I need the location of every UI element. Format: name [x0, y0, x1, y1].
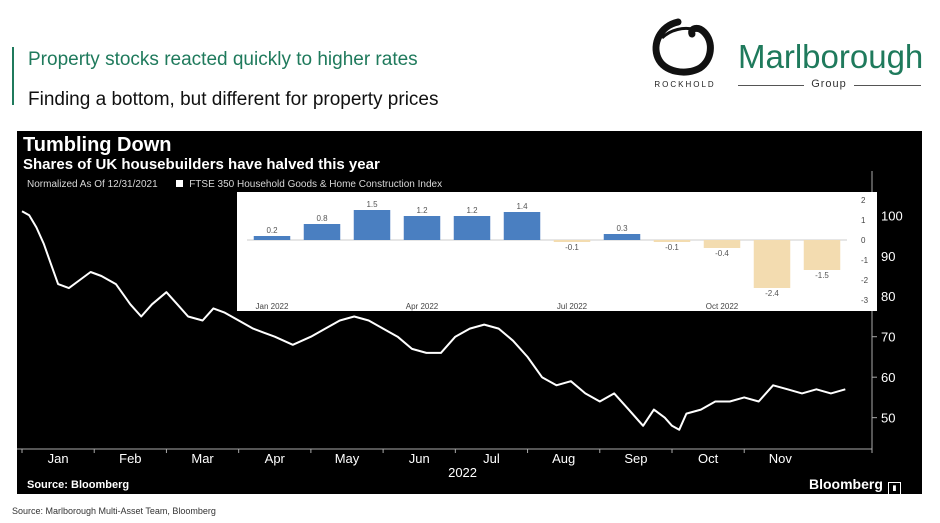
x-axis-label: 2022 [448, 465, 477, 480]
chart-subtitle: Shares of UK housebuilders have halved t… [23, 156, 380, 173]
line-chart-svg: 50 60 70 80 90 100 Jan Feb Mar Apr May Jun Jul Aug Sep… [17, 171, 903, 480]
x-tick-label: Apr [265, 451, 286, 466]
rockhold-wordmark: ROCKHOLD [654, 80, 716, 89]
bar-value-label: -1.5 [815, 271, 829, 280]
y-tick-label: 60 [881, 370, 895, 385]
x-tick-label: Aug [552, 451, 575, 466]
inset-y-tick-label: 1 [861, 216, 866, 225]
x-tick-label: Nov [769, 451, 793, 466]
inset-y-tick-label: 2 [861, 196, 866, 205]
x-tick-label: Jul [483, 451, 500, 466]
inset-y-tick-label: 0 [861, 236, 866, 245]
bar-sep-2022 [653, 240, 691, 242]
x-tick-label: Feb [119, 451, 141, 466]
bar-value-label: -2.4 [765, 289, 779, 298]
rockhold-logo: ROCKHOLD [640, 14, 730, 94]
source-footnote: Source: Marlborough Multi-Asset Team, Bl… [12, 506, 216, 516]
title-accent-bar [12, 47, 14, 105]
slide-subtitle: Finding a bottom, but different for prop… [28, 89, 439, 110]
bloomberg-brand-label: Bloomberg [809, 476, 883, 492]
bar-value-label: 1.2 [416, 206, 428, 215]
marlborough-wordmark: Marlborough [738, 38, 924, 75]
bar-value-label: -0.4 [715, 249, 729, 258]
bar-jun-2022 [503, 212, 541, 240]
bar-chart-svg: 0.2 0.8 1.5 1.2 1.2 1.4 -0.1 0.3 -0.1 -0.4 -2.4 -1.… [247, 196, 869, 311]
legend-swatch [176, 180, 184, 187]
marlborough-group-label: Group [811, 78, 847, 90]
inset-x-tick-label: Apr 2022 [406, 302, 439, 311]
chart-note: Normalized As Of 12/31/2021 [27, 179, 158, 190]
y-tick-label: 70 [881, 330, 895, 345]
chart-legend: Normalized As Of 12/31/2021 FTSE 350 Hou… [27, 179, 442, 190]
bar-value-label: 1.5 [366, 200, 378, 209]
bar-dec-2022 [803, 240, 841, 270]
bar-value-label: 0.8 [316, 214, 328, 223]
marlborough-group-line: Group [738, 78, 921, 92]
bar-jan-2022 [253, 236, 291, 240]
bar-feb-2022 [303, 224, 341, 240]
x-tick-label: Jan [48, 451, 69, 466]
inset-x-tick-label: Jul 2022 [557, 302, 588, 311]
bar-aug-2022 [603, 234, 641, 240]
bar-mar-2022 [353, 210, 391, 240]
slide-title: Property stocks reacted quickly to highe… [28, 49, 418, 70]
rockhold-circle-icon [652, 18, 714, 76]
bloomberg-brand: Bloomberg ▮ [809, 476, 901, 494]
chart-source: Source: Bloomberg [27, 479, 130, 491]
bar-value-label: -0.1 [665, 243, 679, 252]
bloomberg-chart: 50 60 70 80 90 100 Jan Feb Mar Apr May Jun Jul Aug Sep… [17, 131, 922, 494]
y-tick-label: 80 [881, 289, 895, 304]
bar-jul-2022 [553, 240, 591, 242]
bar-apr-2022 [403, 216, 441, 240]
chart-title: Tumbling Down [23, 134, 172, 156]
bar-may-2022 [453, 216, 491, 240]
y-tick-label: 90 [881, 249, 895, 264]
bar-value-label: -0.1 [565, 243, 579, 252]
inset-y-tick-label: -1 [861, 256, 869, 265]
bar-value-label: 0.3 [616, 224, 628, 233]
y-tick-label: 50 [881, 411, 895, 426]
bar-value-label: 0.2 [266, 226, 278, 235]
x-tick-label: Sep [624, 451, 647, 466]
inset-y-tick-label: -2 [861, 276, 869, 285]
x-tick-label: Oct [698, 451, 719, 466]
inset-y-tick-label: -3 [861, 296, 869, 305]
x-tick-label: May [335, 451, 360, 466]
inset-bar-chart: 0.2 0.8 1.5 1.2 1.2 1.4 -0.1 0.3 -0.1 -0.4 -2.4 -1.… [237, 192, 877, 311]
x-tick-label: Jun [409, 451, 430, 466]
inset-x-tick-label: Jan 2022 [256, 302, 289, 311]
x-tick-label: Mar [191, 451, 214, 466]
bar-value-label: 1.2 [466, 206, 478, 215]
legend-label: FTSE 350 Household Goods & Home Construc… [189, 179, 443, 190]
bar-value-label: 1.4 [516, 202, 528, 211]
inset-x-tick-label: Oct 2022 [706, 302, 739, 311]
bar-nov-2022 [753, 240, 791, 288]
y-tick-label: 100 [881, 208, 903, 223]
bloomberg-chart-icon: ▮ [887, 482, 901, 494]
index-series-line [21, 210, 846, 431]
bar-oct-2022 [703, 240, 741, 248]
